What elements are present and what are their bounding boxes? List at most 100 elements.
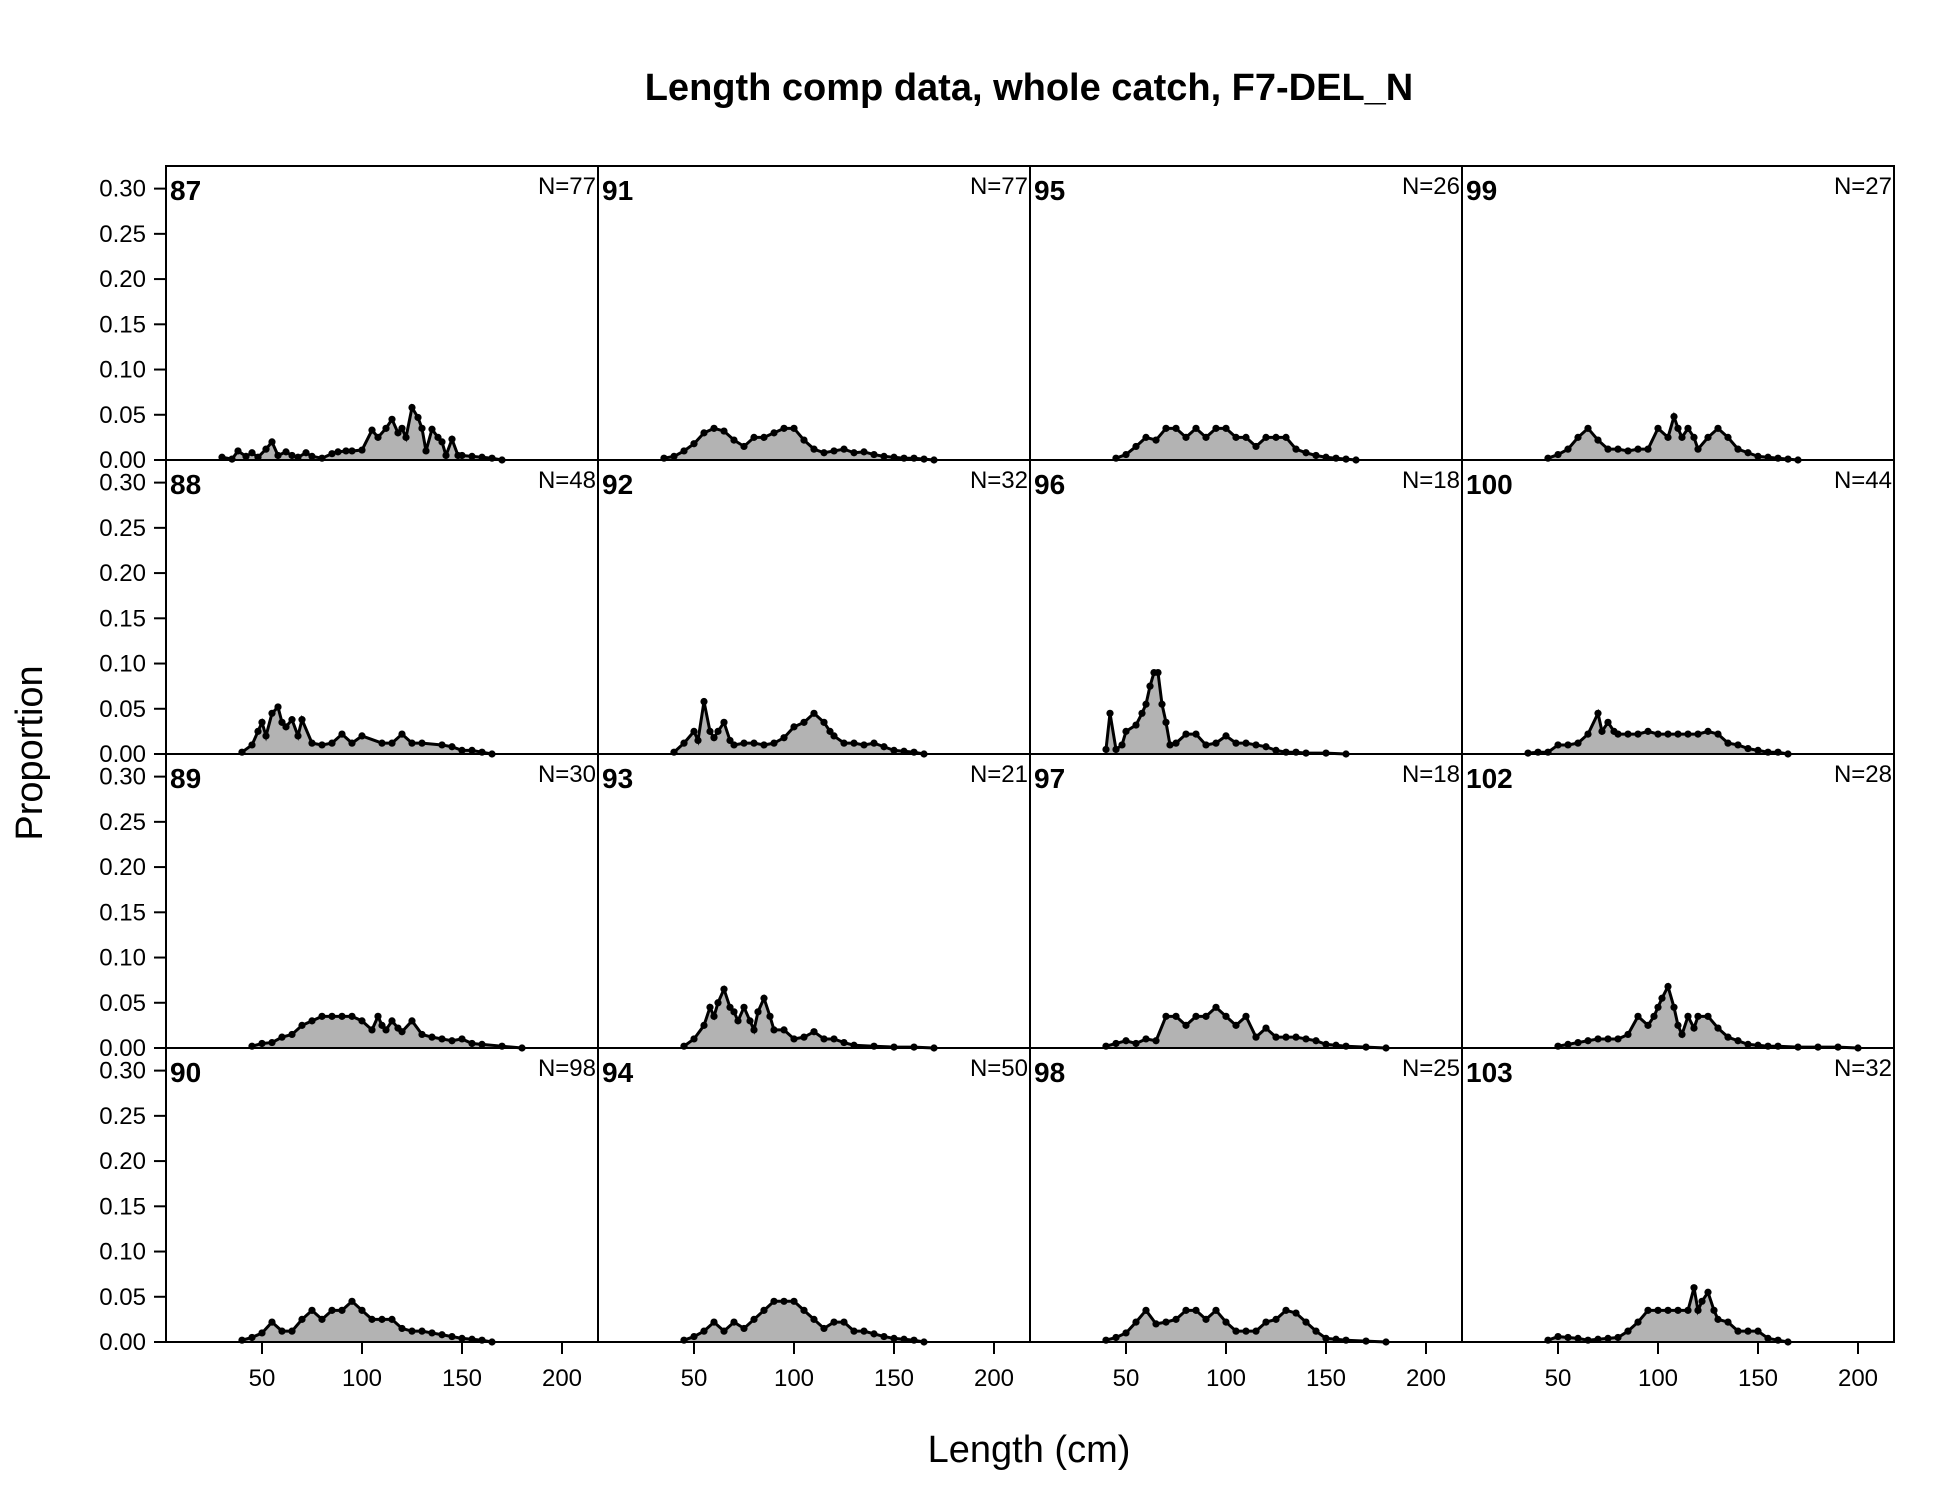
data-point [478, 1040, 486, 1048]
data-point [810, 1028, 818, 1036]
data-point [1132, 442, 1140, 451]
data-point [790, 1297, 798, 1305]
data-point [790, 1035, 798, 1043]
data-point [448, 1332, 456, 1341]
data-point [1302, 1318, 1310, 1326]
data-point [840, 739, 848, 747]
data-point [294, 732, 302, 740]
panel-n-label: N=50 [970, 1055, 1028, 1082]
data-point [1694, 730, 1702, 738]
data-point [1604, 1334, 1612, 1342]
data-point [398, 1028, 406, 1036]
data-point [830, 1318, 838, 1326]
data-point [1684, 1306, 1692, 1314]
data-point [870, 450, 878, 459]
chart-title: Length comp data, whole catch, F7-DEL_N [645, 67, 1414, 109]
y-tick-label: 0.15 [99, 899, 146, 926]
data-point [1172, 739, 1180, 747]
data-point [338, 730, 346, 738]
data-point [308, 739, 316, 747]
data-point [1704, 1012, 1712, 1020]
y-tick-label: 0.05 [99, 696, 146, 723]
panel-frame [1029, 753, 1463, 1049]
data-point [1714, 1024, 1722, 1032]
panel-label: 88 [170, 469, 201, 500]
data-point [734, 1017, 742, 1025]
data-point [1172, 1012, 1180, 1020]
panel-n-label: N=18 [1402, 467, 1460, 494]
data-point [1232, 1021, 1240, 1029]
data-point [1664, 730, 1672, 738]
data-point [1222, 1318, 1230, 1326]
data-point [408, 1327, 416, 1335]
data-point [288, 451, 296, 460]
panel-frame [1461, 165, 1895, 461]
data-point [1654, 1003, 1662, 1011]
data-point [442, 451, 450, 460]
data-point [810, 709, 818, 717]
x-tick-label: 50 [681, 1365, 708, 1392]
data-point [458, 451, 466, 460]
data-point [382, 424, 390, 432]
data-point [398, 1324, 406, 1333]
panel-label: 90 [170, 1057, 201, 1088]
data-point [248, 741, 256, 749]
data-point [770, 429, 778, 437]
data-point [730, 1008, 738, 1016]
data-point [1182, 1306, 1190, 1314]
data-point [234, 447, 242, 455]
data-point [1142, 1306, 1150, 1314]
x-tick-label: 200 [542, 1365, 582, 1392]
data-point [1644, 727, 1652, 735]
data-point [1212, 1003, 1220, 1011]
data-point [1754, 452, 1762, 460]
data-point [388, 739, 396, 747]
panel-label: 87 [170, 175, 201, 206]
data-point [840, 445, 848, 453]
data-point [1162, 1012, 1170, 1020]
data-point [1292, 445, 1300, 453]
data-point [1744, 1040, 1752, 1048]
data-point [1112, 1333, 1120, 1342]
data-point [1670, 1003, 1678, 1011]
data-point [1132, 1318, 1140, 1326]
data-point [348, 447, 356, 455]
data-point [388, 1315, 396, 1323]
data-point [1734, 741, 1742, 749]
data-point [730, 436, 738, 444]
panel-label: 96 [1034, 469, 1065, 500]
panel-frame [1461, 753, 1895, 1049]
panel-label: 95 [1034, 175, 1065, 206]
data-point [1574, 1038, 1582, 1047]
data-point [418, 739, 426, 747]
data-point [1614, 1035, 1622, 1043]
panel-n-label: N=98 [538, 1055, 596, 1082]
panel-n-label: N=77 [970, 173, 1028, 200]
data-point [338, 1306, 346, 1314]
data-point [1202, 741, 1210, 749]
data-point [1594, 436, 1602, 444]
data-point [1272, 1033, 1280, 1041]
data-point [1182, 433, 1190, 441]
data-point [418, 424, 426, 432]
data-point [1564, 1333, 1572, 1342]
data-point [448, 435, 456, 443]
panel-frame [165, 165, 599, 461]
data-point [700, 1327, 708, 1335]
data-point [1574, 739, 1582, 747]
x-tick-label: 100 [1638, 1365, 1678, 1392]
data-point [880, 1332, 888, 1341]
data-point [1262, 743, 1270, 751]
data-point [706, 727, 714, 735]
data-point [1302, 449, 1310, 457]
panel-n-label: N=30 [538, 761, 596, 788]
data-point [690, 1332, 698, 1341]
data-point [870, 1330, 878, 1338]
data-point [328, 1306, 336, 1314]
data-point [1152, 1037, 1160, 1045]
data-point [1272, 746, 1280, 754]
data-point [1674, 730, 1682, 738]
data-point [348, 1297, 356, 1305]
data-point [268, 1318, 276, 1326]
